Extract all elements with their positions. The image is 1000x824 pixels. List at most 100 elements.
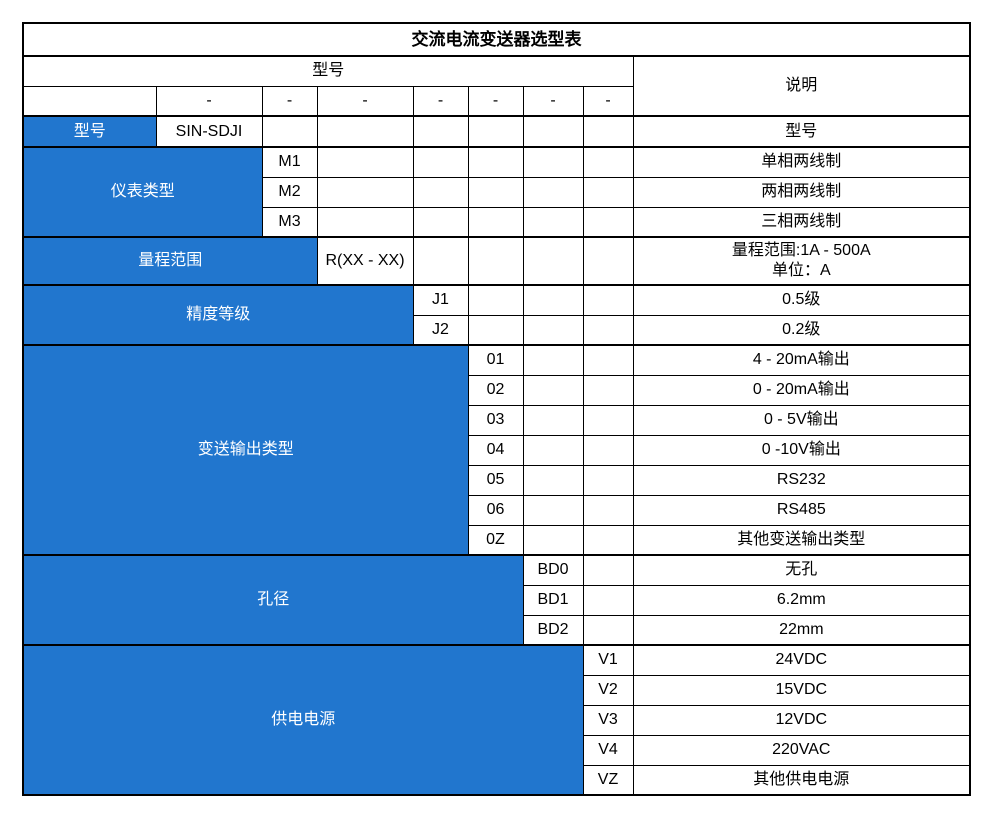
- description-cell-m1: 单相两线制: [632, 146, 971, 178]
- empty-cell: [522, 494, 584, 526]
- empty-cell: [582, 494, 634, 526]
- empty-cell: [467, 115, 524, 148]
- description-cell-m2: 两相两线制: [632, 176, 971, 208]
- dash-cell: -: [316, 85, 414, 117]
- code-cell-bd2: BD2: [522, 614, 584, 646]
- selection-table: 交流电流变送器选型表 型号 说明 - - - - - - - 型号 SIN-SD…: [22, 22, 972, 796]
- output-type-label-cell: 变送输出类型: [22, 344, 469, 556]
- empty-cell: [582, 176, 634, 208]
- description-header: 说明: [632, 55, 971, 117]
- empty-cell: [522, 176, 584, 208]
- description-cell-v3: 12VDC: [632, 704, 971, 736]
- model-label-cell: 型号: [22, 115, 157, 148]
- description-cell-01: 4 - 20mA输出: [632, 344, 971, 376]
- meter-type-label-cell: 仪表类型: [22, 146, 263, 238]
- empty-cell: [522, 314, 584, 346]
- range-description-line2: 单位：A: [771, 262, 831, 279]
- description-cell-bd2: 22mm: [632, 614, 971, 646]
- empty-cell: [582, 115, 634, 148]
- description-cell-bd0: 无孔: [632, 554, 971, 586]
- empty-cell: [582, 284, 634, 316]
- empty-cell: [261, 115, 318, 148]
- dash-cell: -: [522, 85, 584, 117]
- empty-cell: [582, 554, 634, 586]
- description-cell-j1: 0.5级: [632, 284, 971, 316]
- description-cell-02: 0 - 20mA输出: [632, 374, 971, 406]
- aperture-label-cell: 孔径: [22, 554, 524, 646]
- code-cell-vz: VZ: [582, 764, 634, 796]
- empty-cell: [522, 115, 584, 148]
- empty-cell: [582, 146, 634, 178]
- code-cell-v4: V4: [582, 734, 634, 766]
- description-cell-m3: 三相两线制: [632, 206, 971, 238]
- empty-cell: [467, 146, 524, 178]
- empty-cell: [582, 524, 634, 556]
- code-cell-0z: 0Z: [467, 524, 524, 556]
- empty-cell: [467, 314, 524, 346]
- empty-cell: [522, 146, 584, 178]
- description-cell-04: 0 -10V输出: [632, 434, 971, 466]
- empty-cell: [412, 115, 469, 148]
- code-cell-m3: M3: [261, 206, 318, 238]
- empty-cell: [467, 176, 524, 208]
- empty-cell: [522, 464, 584, 496]
- empty-cell: [467, 284, 524, 316]
- code-cell-bd0: BD0: [522, 554, 584, 586]
- dash-cell: -: [582, 85, 634, 117]
- empty-cell: [522, 374, 584, 406]
- empty-cell: [22, 85, 157, 117]
- empty-cell: [582, 314, 634, 346]
- range-code-cell: R(XX - XX): [316, 236, 414, 286]
- description-cell-06: RS485: [632, 494, 971, 526]
- empty-cell: [582, 206, 634, 238]
- description-cell-v2: 15VDC: [632, 674, 971, 706]
- empty-cell: [412, 176, 469, 208]
- empty-cell: [522, 206, 584, 238]
- code-cell-v1: V1: [582, 644, 634, 676]
- empty-cell: [522, 344, 584, 376]
- empty-cell: [582, 434, 634, 466]
- description-cell-vz: 其他供电电源: [632, 764, 971, 796]
- dash-cell: -: [155, 85, 263, 117]
- empty-cell: [522, 284, 584, 316]
- description-cell-03: 0 - 5V输出: [632, 404, 971, 436]
- empty-cell: [582, 374, 634, 406]
- empty-cell: [522, 524, 584, 556]
- empty-cell: [582, 344, 634, 376]
- empty-cell: [522, 236, 584, 286]
- model-description-cell: 型号: [632, 115, 971, 148]
- dash-cell: -: [412, 85, 469, 117]
- dash-cell: -: [261, 85, 318, 117]
- range-description-cell: 量程范围:1A - 500A 单位：A: [632, 236, 971, 286]
- empty-cell: [582, 614, 634, 646]
- description-cell-v4: 220VAC: [632, 734, 971, 766]
- empty-cell: [582, 236, 634, 286]
- empty-cell: [467, 206, 524, 238]
- empty-cell: [582, 464, 634, 496]
- empty-cell: [316, 146, 414, 178]
- empty-cell: [316, 176, 414, 208]
- empty-cell: [522, 434, 584, 466]
- description-cell-05: RS232: [632, 464, 971, 496]
- model-group-header: 型号: [22, 55, 634, 87]
- code-cell-04: 04: [467, 434, 524, 466]
- empty-cell: [582, 404, 634, 436]
- code-cell-bd1: BD1: [522, 584, 584, 616]
- empty-cell: [316, 206, 414, 238]
- code-cell-j1: J1: [412, 284, 469, 316]
- description-cell-0z: 其他变送输出类型: [632, 524, 971, 556]
- empty-cell: [412, 146, 469, 178]
- code-cell-m1: M1: [261, 146, 318, 178]
- table-title: 交流电流变送器选型表: [22, 22, 971, 57]
- empty-cell: [582, 584, 634, 616]
- empty-cell: [316, 115, 414, 148]
- model-value-cell: SIN-SDJI: [155, 115, 263, 148]
- empty-cell: [467, 236, 524, 286]
- code-cell-01: 01: [467, 344, 524, 376]
- description-cell-j2: 0.2级: [632, 314, 971, 346]
- code-cell-j2: J2: [412, 314, 469, 346]
- code-cell-v3: V3: [582, 704, 634, 736]
- accuracy-label-cell: 精度等级: [22, 284, 414, 346]
- power-label-cell: 供电电源: [22, 644, 584, 796]
